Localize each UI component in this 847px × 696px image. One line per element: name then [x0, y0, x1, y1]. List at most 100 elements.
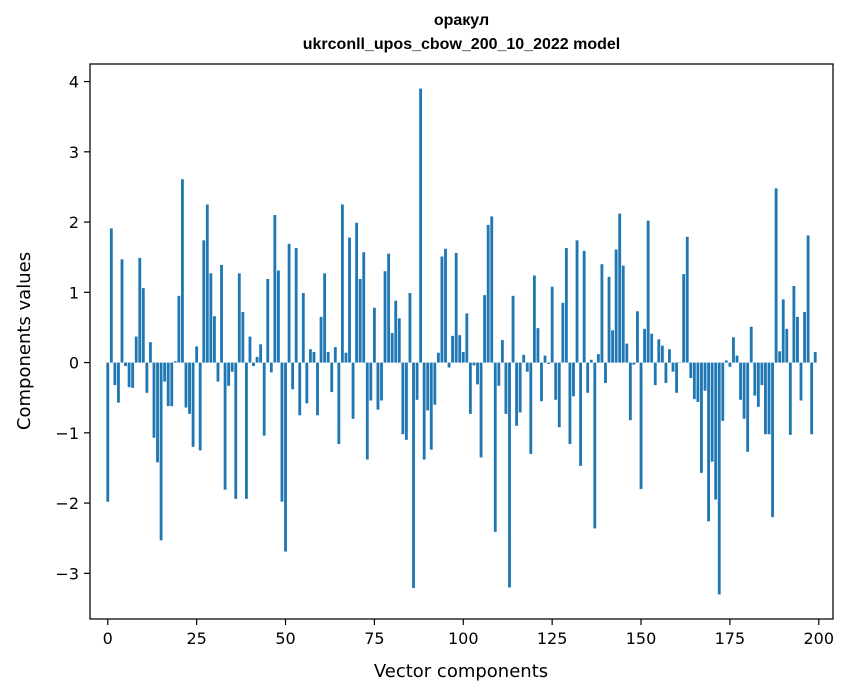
bar-64 [333, 347, 337, 363]
bar-98 [454, 252, 458, 363]
bar-172 [717, 362, 721, 595]
y-tick-label: −3 [55, 564, 79, 583]
bar-40 [248, 336, 252, 363]
bar-199 [813, 352, 817, 363]
bar-146 [625, 343, 629, 363]
bar-111 [500, 340, 504, 363]
bar-12 [149, 342, 152, 363]
bar-23 [188, 362, 191, 414]
bar-82 [397, 318, 401, 363]
bar-68 [348, 237, 351, 363]
plot-frame [89, 63, 834, 620]
bar-176 [732, 337, 735, 363]
bar-156 [660, 345, 664, 363]
y-tick-label: 4 [69, 73, 79, 92]
bar-187 [771, 362, 774, 518]
bar-194 [796, 316, 799, 363]
bar-1 [109, 228, 113, 363]
bar-196 [803, 311, 806, 363]
bar-113 [508, 362, 511, 588]
bar-114 [511, 295, 515, 363]
bar-4 [120, 259, 124, 363]
bar-70 [355, 222, 359, 363]
bar-193 [792, 286, 796, 363]
bar-35 [230, 362, 234, 372]
bar-6 [127, 362, 131, 388]
bar-143 [614, 249, 618, 363]
bar-54 [298, 362, 302, 416]
bar-19 [173, 361, 177, 363]
bar-108 [490, 216, 494, 363]
bar-7 [131, 362, 135, 388]
bar-169 [707, 362, 710, 522]
bar-97 [451, 335, 455, 363]
bar-103 [472, 362, 476, 366]
bar-16 [163, 362, 167, 382]
bar-134 [582, 250, 586, 363]
bar-100 [461, 352, 465, 363]
bar-184 [760, 362, 764, 386]
bar-166 [696, 362, 700, 402]
bar-170 [710, 362, 714, 462]
bar-116 [518, 362, 522, 413]
x-tick-label: 75 [364, 629, 384, 648]
bar-188 [774, 188, 778, 363]
bar-112 [504, 362, 508, 414]
bar-164 [689, 362, 693, 379]
bar-151 [643, 328, 646, 363]
x-tick-label: 150 [626, 629, 657, 648]
y-tick-label: 3 [69, 143, 79, 162]
bar-32 [220, 264, 223, 363]
bar-190 [781, 299, 785, 363]
bar-15 [159, 362, 163, 541]
bar-117 [522, 354, 526, 363]
bar-165 [692, 362, 696, 400]
bar-186 [767, 362, 771, 435]
bar-182 [753, 362, 757, 396]
bar-89 [422, 362, 426, 460]
x-tick-label: 25 [186, 629, 206, 648]
bar-73 [365, 362, 369, 460]
bar-192 [788, 362, 792, 435]
bar-55 [301, 293, 305, 363]
bar-72 [362, 252, 366, 363]
bar-180 [746, 362, 750, 452]
bar-34 [227, 362, 231, 386]
bar-39 [245, 362, 248, 499]
bar-42 [255, 356, 259, 363]
bar-105 [479, 362, 483, 458]
y-tick-label: −2 [55, 494, 79, 513]
bar-174 [724, 360, 728, 363]
bar-127 [557, 362, 561, 428]
bar-38 [241, 311, 245, 363]
bar-175 [728, 362, 732, 367]
bar-118 [525, 362, 529, 372]
bar-47 [273, 215, 277, 363]
bar-67 [344, 352, 348, 363]
bar-157 [664, 362, 668, 383]
bar-56 [305, 362, 309, 404]
bar-179 [742, 362, 746, 419]
bar-9 [138, 257, 142, 363]
bar-189 [778, 351, 782, 363]
bar-18 [170, 362, 174, 407]
y-tick-label: 2 [69, 213, 79, 232]
bar-125 [550, 286, 554, 363]
bar-44 [262, 362, 266, 436]
bar-149 [636, 311, 639, 363]
bar-198 [810, 362, 814, 435]
bar-133 [579, 362, 583, 466]
bar-154 [653, 362, 657, 386]
bar-167 [700, 362, 703, 473]
bar-135 [586, 362, 590, 393]
bar-21 [181, 179, 184, 363]
bar-152 [646, 220, 650, 363]
bar-119 [529, 362, 533, 454]
bar-48 [276, 270, 280, 363]
bar-126 [554, 362, 558, 400]
bar-185 [764, 362, 767, 435]
bar-139 [600, 264, 604, 363]
bar-102 [468, 362, 472, 414]
bar-162 [682, 274, 686, 363]
bar-191 [785, 328, 789, 363]
